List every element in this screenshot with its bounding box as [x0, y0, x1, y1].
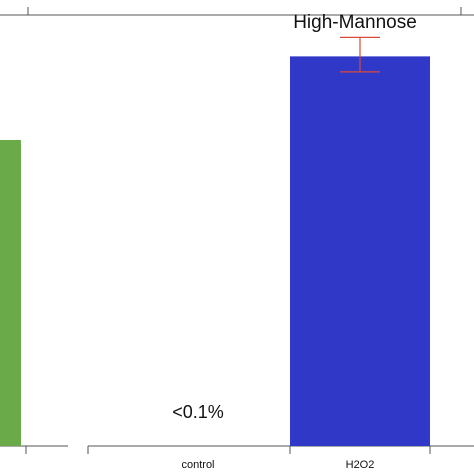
bar-partial-left — [0, 139, 21, 447]
error-bar-h2o2 — [340, 36, 380, 73]
bar-h2o2 — [290, 56, 430, 446]
annotation-control: <0.1% — [172, 402, 224, 422]
x-tick-label-h2o2: H2O2 — [346, 459, 375, 471]
x-tick-label-control: control — [181, 459, 214, 471]
chart-title: High-Mannose — [293, 12, 417, 33]
